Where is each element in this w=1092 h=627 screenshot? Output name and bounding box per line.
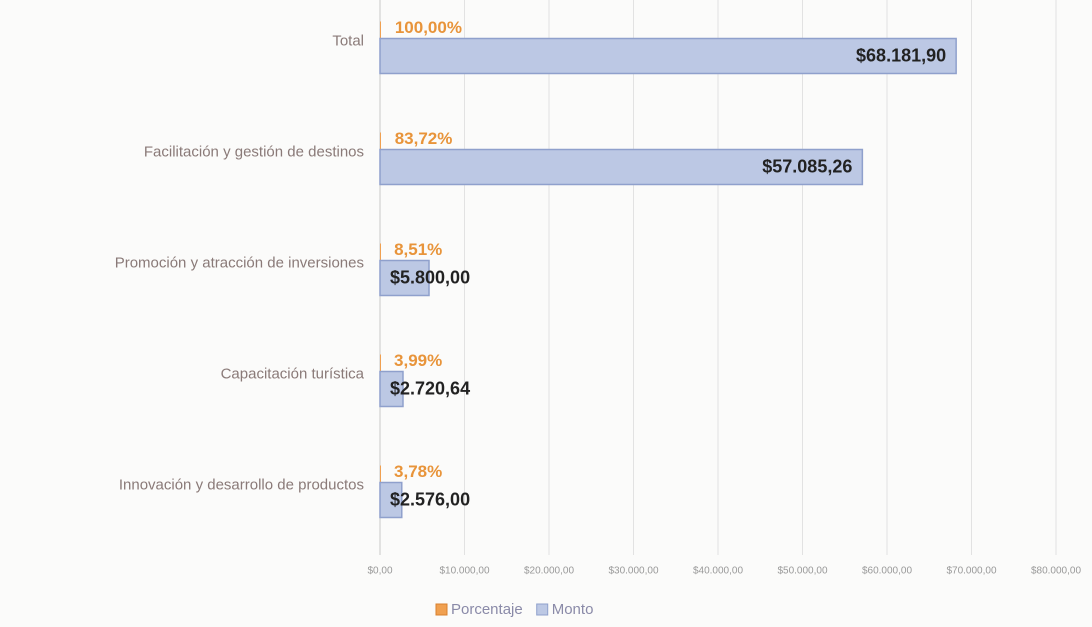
x-tick-label: $50.000,00 xyxy=(777,566,827,577)
data-label: $57.085,26 xyxy=(762,156,852,176)
x-tick-label: $30.000,00 xyxy=(608,566,658,577)
data-label: $5.800,00 xyxy=(390,267,470,287)
data-label: 3,78% xyxy=(394,462,442,481)
bar xyxy=(380,465,381,483)
legend-label: Monto xyxy=(552,601,594,618)
bar xyxy=(379,481,403,519)
bar xyxy=(380,132,381,150)
bar xyxy=(380,243,381,261)
legend-swatch xyxy=(536,603,549,616)
data-label: $2.720,64 xyxy=(390,378,470,398)
bar xyxy=(380,354,381,372)
x-tick-label: $60.000,00 xyxy=(862,566,912,577)
data-label: $2.576,00 xyxy=(390,489,470,509)
x-tick-label: $70.000,00 xyxy=(946,566,996,577)
y-tick-label: Total xyxy=(332,32,364,49)
y-tick-label: Facilitación y gestión de destinos xyxy=(144,143,364,160)
y-tick-label: Promoción y atracción de inversiones xyxy=(115,254,364,271)
data-label: 8,51% xyxy=(394,240,442,259)
legend-swatch xyxy=(435,603,448,616)
x-tick-label: $20.000,00 xyxy=(524,566,574,577)
data-label: 3,99% xyxy=(394,351,442,370)
x-tick-label: $80.000,00 xyxy=(1031,566,1081,577)
y-tick-label: Innovación y desarrollo de productos xyxy=(119,476,364,493)
bar xyxy=(380,21,381,39)
bar xyxy=(379,259,430,297)
data-label: $68.181,90 xyxy=(856,45,946,65)
x-tick-label: $40.000,00 xyxy=(693,566,743,577)
data-label: 100,00% xyxy=(395,18,462,37)
x-tick-label: $0,00 xyxy=(367,566,392,577)
bar xyxy=(379,148,864,186)
legend-label: Porcentaje xyxy=(451,601,523,618)
y-tick-label: Capacitación turística xyxy=(221,365,365,382)
bar xyxy=(379,370,404,408)
data-label: 83,72% xyxy=(395,129,453,148)
bar xyxy=(379,37,957,75)
x-tick-label: $10.000,00 xyxy=(439,566,489,577)
